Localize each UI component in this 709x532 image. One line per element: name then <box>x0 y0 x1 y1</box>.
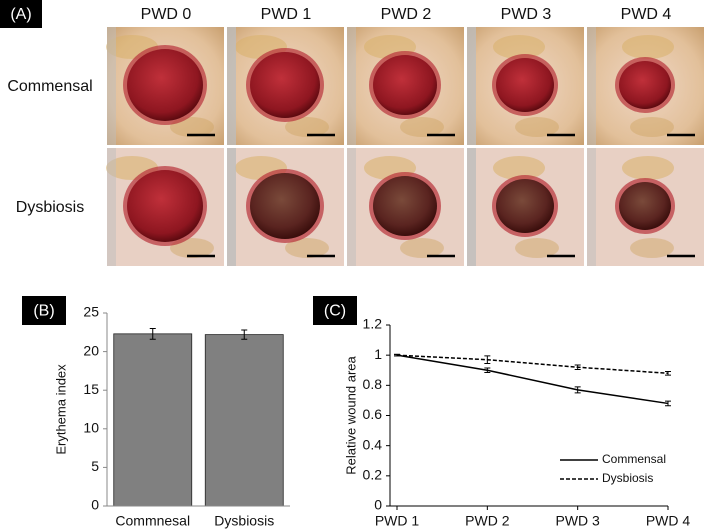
wound <box>619 61 671 109</box>
y-tick-label: 0 <box>91 497 99 513</box>
fur-patch <box>493 35 545 59</box>
wound <box>127 170 203 242</box>
y-tick-label: 1 <box>374 346 382 362</box>
ruler <box>587 148 596 266</box>
wound <box>496 179 554 233</box>
wound <box>373 55 437 115</box>
wound <box>373 176 437 236</box>
legend-label: Dysbiosis <box>602 471 653 485</box>
y-tick-label: 0.2 <box>363 467 383 483</box>
y-axis-label: Relative wound area <box>343 355 358 474</box>
column-header: PWD 1 <box>261 6 312 23</box>
x-tick-label: PWD 1 <box>375 513 420 529</box>
fur-patch <box>285 238 329 258</box>
wound <box>250 173 320 239</box>
fur-patch <box>170 117 214 137</box>
column-header: PWD 3 <box>501 6 552 23</box>
fur-patch <box>515 238 559 258</box>
series-line <box>396 354 669 405</box>
ruler <box>467 27 476 145</box>
fur-patch <box>622 156 674 180</box>
ruler <box>347 27 356 145</box>
x-tick-label: Dysbiosis <box>214 513 274 529</box>
column-header: PWD 4 <box>621 6 672 23</box>
y-tick-label: 0.6 <box>363 406 383 422</box>
y-tick-label: 0 <box>374 497 382 513</box>
fur-patch <box>515 117 559 137</box>
column-header: PWD 0 <box>141 6 192 23</box>
error-bar <box>574 364 581 370</box>
ruler <box>107 148 116 266</box>
error-bar <box>665 370 671 376</box>
bar <box>204 334 284 507</box>
y-tick-label: 0.4 <box>363 436 383 452</box>
panel-label-box <box>0 0 42 28</box>
x-tick-label: PWD 4 <box>646 513 691 529</box>
fur-patch <box>400 117 444 137</box>
fur-patch <box>630 117 674 137</box>
column-header: PWD 2 <box>381 6 432 23</box>
row-label: Commensal <box>7 78 92 95</box>
fur-patch <box>170 238 214 258</box>
x-tick-label: PWD 2 <box>465 513 510 529</box>
ruler <box>107 27 116 145</box>
legend-label: Commensal <box>602 452 666 466</box>
y-tick-label: 25 <box>83 304 99 320</box>
error-bar <box>484 367 491 374</box>
error-bar <box>149 327 156 340</box>
panel-label: (C) <box>324 303 346 320</box>
wound <box>496 58 554 112</box>
ruler <box>587 27 596 145</box>
fur-patch <box>493 156 545 180</box>
x-tick-label: Commnesal <box>115 513 190 529</box>
ruler <box>347 148 356 266</box>
panel-label-box <box>313 296 357 325</box>
y-tick-label: 5 <box>91 458 99 474</box>
series-line <box>396 354 669 375</box>
ruler <box>467 148 476 266</box>
y-tick-label: 0.8 <box>363 376 383 392</box>
error-bar <box>484 355 491 364</box>
y-tick-label: 1.2 <box>363 316 383 332</box>
y-tick-label: 20 <box>83 342 99 358</box>
panel-label: (B) <box>33 303 54 320</box>
fur-patch <box>630 238 674 258</box>
fur-patch <box>622 35 674 59</box>
wound <box>127 49 203 121</box>
error-bar <box>665 400 671 407</box>
wound <box>619 182 671 230</box>
wound <box>250 52 320 118</box>
fur-patch <box>400 238 444 258</box>
y-tick-label: 15 <box>83 381 99 397</box>
error-bar <box>394 353 400 357</box>
ruler <box>227 27 236 145</box>
ruler <box>227 148 236 266</box>
fur-patch <box>285 117 329 137</box>
y-axis-label: Erythema index <box>53 364 68 455</box>
bar <box>113 333 193 507</box>
error-bar <box>574 386 581 394</box>
panel-label-box <box>22 296 66 325</box>
row-label: Dysbiosis <box>16 199 84 216</box>
x-tick-label: PWD 3 <box>555 513 600 529</box>
panel-label: (A) <box>10 6 31 23</box>
error-bar <box>241 329 248 340</box>
y-tick-label: 10 <box>83 420 99 436</box>
